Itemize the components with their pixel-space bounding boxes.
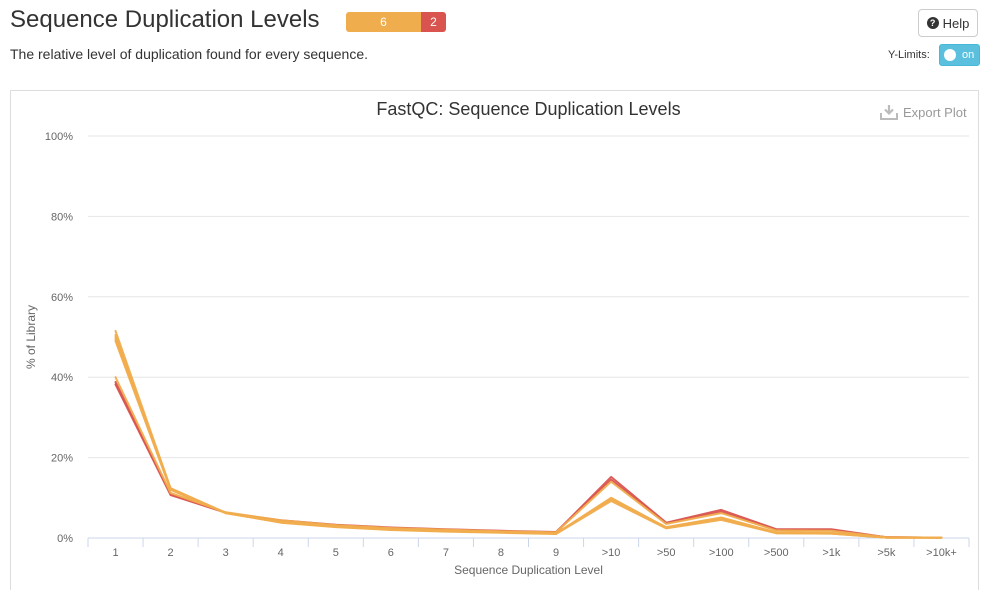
export-plot-button[interactable]: Export Plot (880, 104, 967, 120)
x-tick-label: 1 (112, 547, 118, 559)
x-tick-label: >1k (822, 547, 841, 559)
y-tick-label: 80% (51, 211, 73, 223)
help-button-label: Help (942, 15, 970, 31)
x-tick-label: 3 (223, 547, 229, 559)
y-tick-label: 0% (57, 533, 73, 545)
toggle-knob (944, 49, 956, 61)
y-tick-label: 20% (51, 453, 73, 465)
x-axis-label: Sequence Duplication Level (454, 563, 603, 577)
x-tick-label: >50 (657, 547, 676, 559)
help-button[interactable]: ? Help (918, 9, 978, 37)
y-axis-label: % of Library (24, 305, 38, 369)
series-line (114, 334, 943, 539)
y-tick-label: 60% (51, 292, 73, 304)
x-tick-label: >10 (602, 547, 621, 559)
series-line (114, 340, 943, 539)
series-line (114, 336, 943, 539)
chart-title: FastQC: Sequence Duplication Levels (376, 99, 680, 119)
y-limits-toggle[interactable]: on (939, 44, 980, 66)
section-description: The relative level of duplication found … (10, 46, 368, 62)
question-circle-icon: ? (926, 17, 939, 29)
x-tick-label: >100 (709, 547, 734, 559)
download-icon (880, 105, 898, 120)
status-segment[interactable]: 6 (346, 12, 421, 32)
duplication-line-chart: FastQC: Sequence Duplication Levels 0% 20%… (24, 99, 970, 577)
series-line (114, 338, 943, 539)
status-segment[interactable]: 2 (421, 12, 446, 32)
export-plot-label: Export Plot (903, 104, 967, 120)
plot-panel (10, 90, 979, 590)
y-tick-label: 100% (45, 131, 73, 143)
x-tick-label: 5 (333, 547, 339, 559)
x-tick-label: 7 (443, 547, 449, 559)
x-tick-label: >500 (764, 547, 789, 559)
x-tick-label: 6 (388, 547, 394, 559)
x-tick-label: 9 (553, 547, 559, 559)
toggle-state-label: on (962, 49, 975, 61)
x-tick-label: 4 (278, 547, 284, 559)
y-tick-label: 40% (51, 372, 73, 384)
x-tick-label: >10k+ (926, 547, 957, 559)
x-tick-label: 8 (498, 547, 504, 559)
page-title: Sequence Duplication Levels (10, 6, 320, 33)
y-limits-label: Y-Limits: (888, 49, 930, 61)
series-line (114, 330, 943, 539)
x-tick-label: 2 (168, 547, 174, 559)
x-tick-label: >5k (877, 547, 896, 559)
